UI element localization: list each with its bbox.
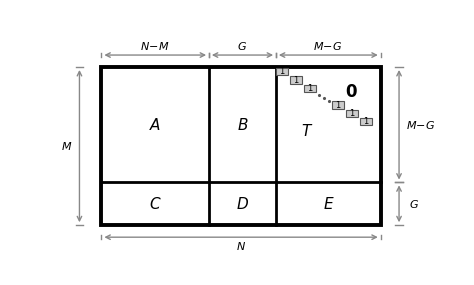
Text: $M\!-\!G$: $M\!-\!G$ (406, 119, 436, 131)
Text: $N\!-\!M$: $N\!-\!M$ (140, 40, 170, 52)
Text: 1: 1 (308, 84, 313, 93)
Text: $T$: $T$ (301, 123, 314, 139)
Text: $D$: $D$ (236, 196, 249, 212)
Bar (304, 85, 316, 92)
Text: 1: 1 (335, 101, 341, 110)
Text: $M$: $M$ (61, 140, 72, 152)
Text: 1: 1 (280, 67, 285, 76)
Text: $C$: $C$ (149, 196, 162, 212)
Text: 1: 1 (293, 76, 299, 85)
Bar (346, 110, 358, 117)
Text: $A$: $A$ (149, 117, 161, 133)
Text: $M\!-\!G$: $M\!-\!G$ (313, 40, 343, 52)
Text: $G$: $G$ (237, 40, 247, 52)
Text: $G$: $G$ (409, 198, 419, 210)
Bar (101, 67, 381, 225)
Text: $N$: $N$ (236, 240, 246, 252)
Text: $\mathbf{0}$: $\mathbf{0}$ (345, 84, 358, 101)
Text: $E$: $E$ (322, 196, 334, 212)
Text: 1: 1 (349, 109, 355, 118)
Bar (360, 118, 372, 125)
Bar (290, 76, 302, 84)
Text: $B$: $B$ (237, 117, 248, 133)
Text: 1: 1 (363, 117, 368, 126)
Bar (332, 101, 344, 109)
Bar (276, 68, 288, 76)
